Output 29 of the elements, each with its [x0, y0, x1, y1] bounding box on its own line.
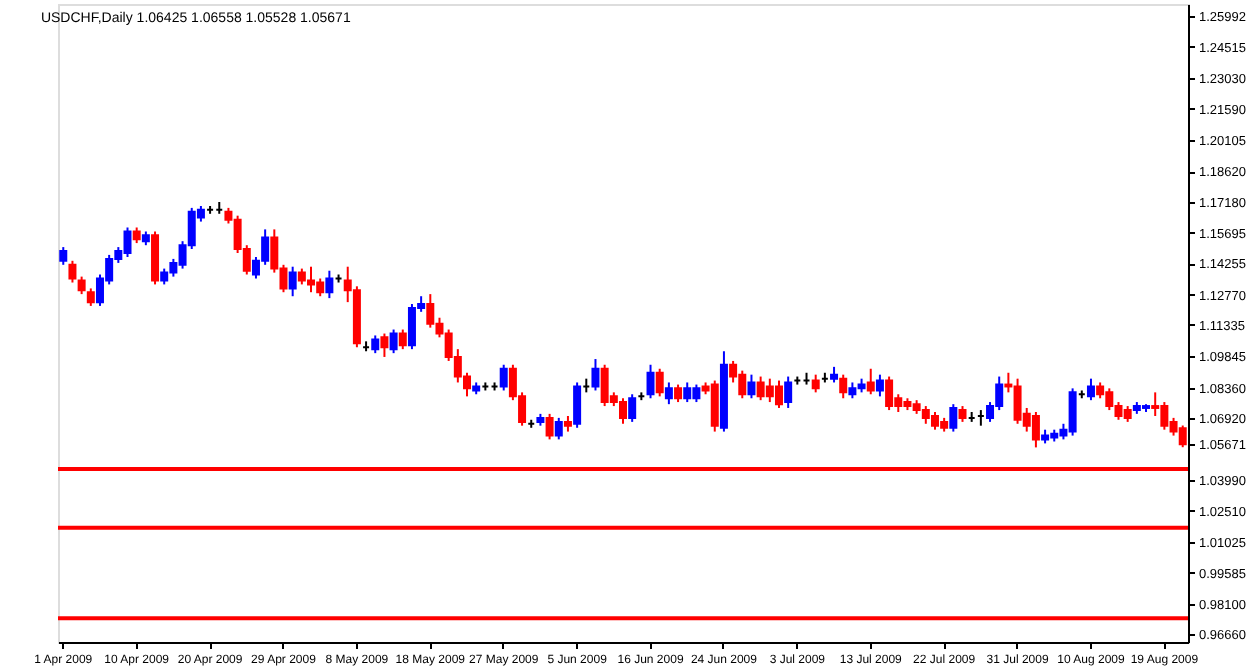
candlestick: [499, 363, 508, 392]
candlestick: [949, 403, 958, 433]
candlestick: [683, 381, 692, 404]
candlestick: [325, 269, 334, 300]
candlestick: [784, 375, 793, 409]
candlestick: [1031, 410, 1040, 449]
candlestick: [1086, 377, 1095, 402]
candlestick: [288, 265, 297, 298]
candlestick: [545, 412, 554, 441]
candlestick: [554, 416, 563, 441]
candlestick: [866, 367, 875, 396]
candlestick: [774, 379, 783, 409]
candlestick: [389, 328, 398, 355]
candlestick: [591, 358, 600, 392]
candlestick: [664, 381, 673, 406]
candlestick: [646, 363, 655, 400]
candlestick: [839, 373, 848, 400]
candlestick: [380, 332, 389, 358]
candlestick: [398, 328, 407, 351]
candlestick: [573, 381, 582, 429]
candlestick: [655, 367, 664, 398]
candlestick: [426, 293, 435, 329]
candlestick: [885, 375, 894, 412]
candlestick: [710, 379, 719, 433]
candlestick: [1178, 424, 1187, 449]
candlestick: [747, 373, 756, 400]
candlestick: [875, 373, 884, 398]
candlestick: [151, 230, 160, 286]
candlestick: [628, 393, 637, 423]
